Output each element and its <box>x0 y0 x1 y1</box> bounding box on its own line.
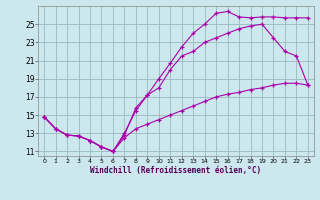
X-axis label: Windchill (Refroidissement éolien,°C): Windchill (Refroidissement éolien,°C) <box>91 166 261 175</box>
